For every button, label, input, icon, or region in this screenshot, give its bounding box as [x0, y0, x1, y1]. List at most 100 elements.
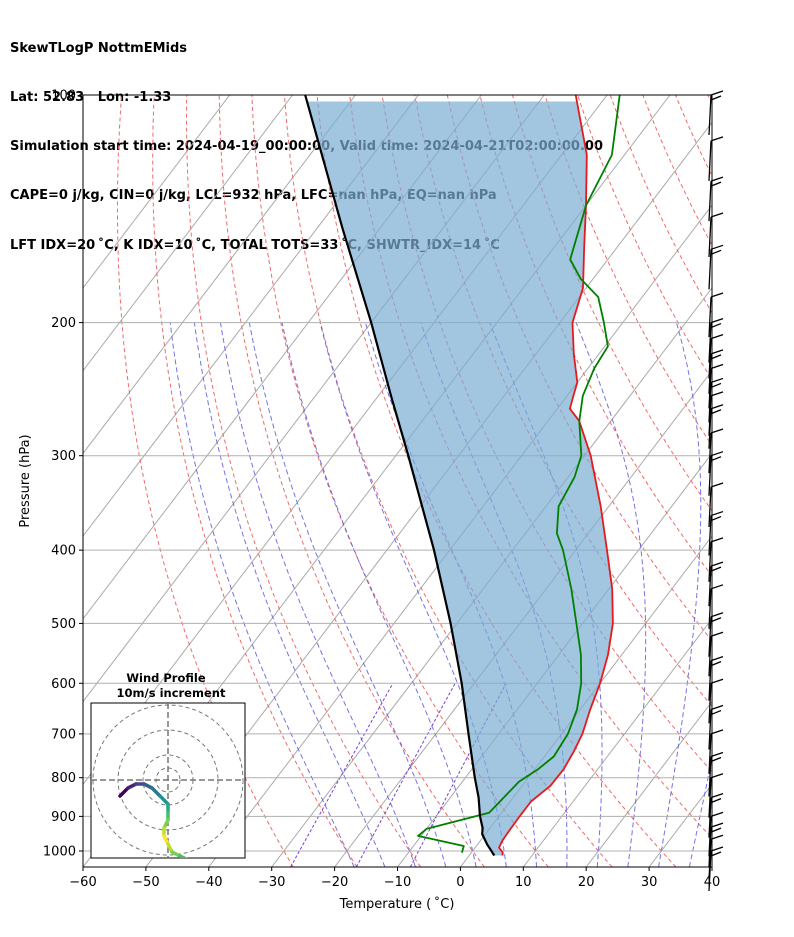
- wind-barb: [708, 704, 724, 750]
- y-tick-label: 600: [51, 677, 76, 692]
- hodograph-segment: [150, 786, 162, 798]
- cin-shading: [307, 101, 613, 856]
- wind-barb: [708, 811, 724, 857]
- wind-barb: [708, 363, 724, 409]
- isotherm-line: [648, 783, 712, 867]
- wind-barb: [708, 349, 724, 394]
- wind-barb: [708, 793, 724, 838]
- wind-barb: [708, 292, 724, 338]
- isotherm-line: [585, 700, 712, 867]
- temperature-line: [498, 95, 614, 856]
- wind-barb: [708, 751, 724, 797]
- x-axis-label: Temperature ( ˚C): [339, 896, 455, 912]
- moist-adiabat-line: [688, 756, 712, 867]
- wind-barb: [708, 244, 724, 290]
- isotherm-line: [711, 866, 712, 867]
- wind-barb: [708, 729, 724, 774]
- isotherm-line: [83, 95, 356, 455]
- x-tick-label: −20: [321, 875, 348, 890]
- x-tick-label: −60: [69, 875, 96, 890]
- wind-profile-inset: Wind Profile 10m/s increment: [90, 671, 246, 859]
- wind-barb: [708, 773, 724, 818]
- wind-barb: [708, 176, 724, 222]
- wind-barb: [708, 561, 724, 607]
- dry-adiabat-line: [512, 95, 712, 512]
- mixing-ratio-line: [409, 683, 507, 867]
- cape-cin-fill: [307, 101, 613, 856]
- dry-adiabat-line: [479, 95, 712, 577]
- x-tick-label: 10: [515, 875, 532, 890]
- y-tick-label: 700: [51, 727, 76, 742]
- x-tick-label: 40: [704, 875, 721, 890]
- wind-barb: [708, 655, 724, 701]
- dry-adiabat-line: [577, 95, 712, 381]
- x-axis-ticks: −60 −50 −40 −30 −20 −10 0 10 20 30 40: [69, 867, 720, 890]
- wind-barb: [708, 537, 724, 582]
- inset-title: Wind Profile: [126, 671, 206, 685]
- parcel-line: [304, 95, 496, 857]
- x-tick-label: −50: [132, 875, 159, 890]
- moist-adiabat-line: [219, 322, 416, 867]
- inset-subtitle: 10m/s increment: [117, 686, 226, 700]
- y-tick-label: 1000: [43, 844, 76, 859]
- x-tick-label: −40: [195, 875, 222, 890]
- x-tick-label: −30: [258, 875, 285, 890]
- mixing-ratio-line: [290, 683, 394, 867]
- hodograph-segment: [158, 794, 170, 806]
- dry-adiabat-line: [251, 95, 549, 867]
- x-tick-label: −10: [384, 875, 411, 890]
- wind-barb: [708, 631, 724, 677]
- wind-barb: [708, 612, 724, 657]
- dry-adiabat-line: [707, 95, 712, 106]
- dry-adiabat-line: [316, 95, 677, 867]
- header-title: SkewTLogP NottmEMids: [10, 40, 188, 56]
- dry-adiabat-line: [741, 95, 794, 867]
- dry-adiabat-line: [773, 95, 794, 867]
- y-tick-label: 300: [51, 449, 76, 464]
- y-tick-label: 200: [51, 316, 76, 331]
- moist-adiabat-line: [658, 322, 702, 867]
- wind-barbs: [708, 90, 724, 892]
- x-tick-label: 0: [456, 875, 464, 890]
- wind-barb: [708, 584, 724, 629]
- moist-adiabat-line: [169, 322, 355, 867]
- wind-barb: [708, 428, 724, 474]
- moist-adiabat-line: [575, 322, 647, 867]
- moist-adiabat-line: [489, 322, 603, 867]
- wind-barb: [708, 212, 724, 258]
- wind-barb: [708, 136, 724, 181]
- wind-barb: [708, 510, 724, 556]
- x-tick-label: 30: [641, 875, 658, 890]
- dewpoint-line: [417, 95, 621, 853]
- moist-adiabat-line: [720, 323, 794, 867]
- isotherm-line: [334, 369, 712, 867]
- wind-barb: [708, 90, 724, 136]
- wind-barb: [708, 333, 724, 379]
- moist-adiabat-line: [248, 322, 447, 867]
- wind-barb: [708, 482, 724, 528]
- header-location: Lat: 52.83 Lon: -1.33: [10, 90, 172, 106]
- profile-series: [304, 95, 621, 857]
- isotherm-line: [83, 95, 419, 537]
- dry-adiabat-line: [218, 95, 485, 867]
- dry-adiabat-line: [116, 95, 294, 867]
- isotherm-line: [522, 618, 712, 867]
- dry-adiabat-line: [544, 95, 712, 447]
- moist-adiabat-line: [193, 322, 386, 867]
- y-tick-label: 500: [51, 617, 76, 632]
- isotherm-line: [83, 95, 231, 289]
- y-axis-label: Pressure (hPa): [18, 434, 33, 527]
- x-tick-label: 20: [578, 875, 595, 890]
- y-tick-label: 800: [51, 771, 76, 786]
- mixing-ratio-line: [355, 683, 456, 867]
- wind-barb: [708, 451, 724, 496]
- y-tick-label: 900: [51, 810, 76, 825]
- isotherm-line: [83, 95, 293, 372]
- dry-adiabat-line: [152, 95, 358, 867]
- wind-barb: [708, 678, 724, 724]
- dry-adiabat-line: [609, 95, 712, 314]
- dry-adiabat-line: [674, 95, 712, 177]
- wind-barb: [708, 391, 724, 436]
- dry-adiabat-line: [349, 95, 712, 839]
